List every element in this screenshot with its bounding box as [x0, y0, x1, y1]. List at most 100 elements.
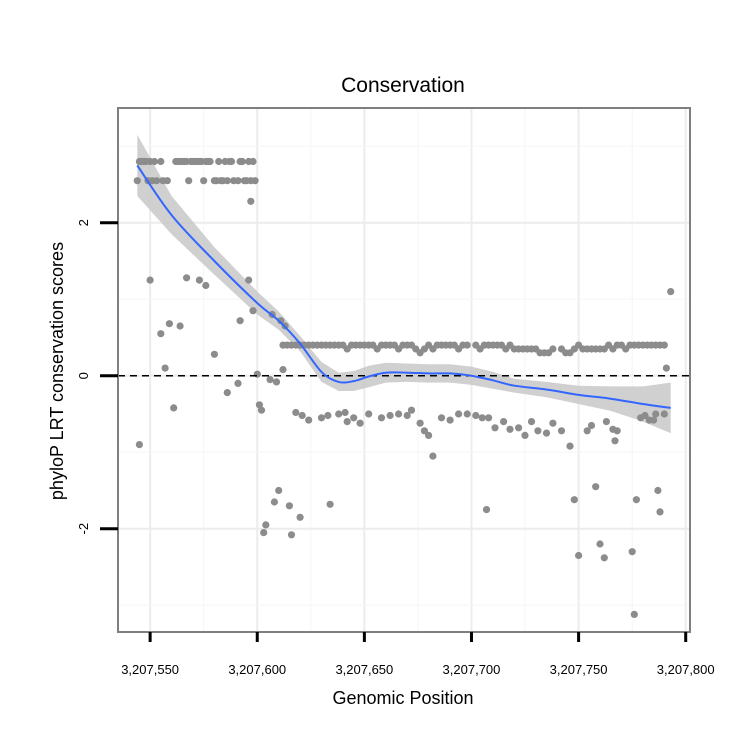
data-point [386, 411, 394, 420]
data-point [215, 157, 223, 166]
data-point [420, 427, 428, 435]
data-point [506, 425, 514, 433]
data-point [407, 406, 416, 414]
data-point [245, 276, 253, 284]
data-point [500, 418, 508, 426]
data-point [146, 276, 154, 284]
data-point [296, 513, 304, 521]
data-point [133, 177, 141, 185]
data-point [223, 389, 231, 397]
panel-border [117, 107, 691, 633]
data-point [542, 429, 551, 437]
plot-panel: 3,207,550 3,207,600 3,207,650 3,207,700 3,20… [76, 107, 715, 677]
x-tick-label: 3,207,750 [550, 662, 608, 677]
data-point [570, 496, 578, 504]
data-point [652, 410, 660, 418]
data-point [202, 281, 210, 290]
data-point [238, 157, 246, 166]
data-point [395, 410, 403, 418]
data-point [667, 288, 675, 296]
data-point [596, 540, 604, 548]
data-point [403, 411, 411, 420]
data-point [223, 177, 231, 185]
data-point [270, 498, 278, 506]
data-point [515, 424, 523, 432]
data-point [425, 431, 433, 439]
data-point [185, 177, 193, 185]
y-tick-label: -2 [76, 523, 91, 535]
data-point [326, 500, 334, 508]
data-point [341, 408, 349, 417]
data-point [660, 341, 668, 349]
data-point [654, 486, 662, 495]
data-point [183, 274, 191, 282]
data-point [365, 410, 373, 418]
data-point [463, 410, 471, 418]
data-point [343, 418, 351, 426]
data-point [227, 157, 236, 166]
data-point [592, 483, 600, 491]
data-point [165, 320, 173, 328]
data-point [437, 414, 446, 422]
data-point [377, 414, 386, 422]
data-point [463, 341, 471, 349]
data-point [455, 410, 463, 418]
data-point [416, 419, 424, 427]
data-point [272, 378, 281, 386]
data-point [628, 548, 636, 556]
x-tick-label: 3,207,600 [228, 662, 286, 677]
data-point [656, 508, 664, 516]
data-point [324, 411, 332, 420]
data-point [279, 366, 287, 374]
data-point [534, 427, 542, 435]
data-point [566, 442, 574, 450]
data-point [527, 418, 536, 426]
x-tick-label: 3,207,650 [335, 662, 393, 677]
data-point [247, 197, 255, 205]
data-point [575, 551, 583, 560]
data-point [200, 177, 208, 185]
data-point [613, 427, 621, 435]
data-point [317, 414, 326, 422]
data-point [521, 431, 529, 439]
data-point [549, 419, 557, 427]
data-point [234, 379, 242, 387]
data-point [292, 408, 300, 417]
data-point [485, 414, 493, 422]
data-point [478, 414, 486, 422]
data-point [249, 157, 257, 166]
data-point [583, 427, 591, 435]
data-point [305, 416, 313, 424]
data-point [262, 521, 270, 529]
data-point [234, 177, 242, 185]
data-point [210, 350, 218, 358]
data-point [482, 506, 491, 514]
data-point [632, 496, 641, 504]
data-point [170, 404, 178, 412]
y-axis-title: phyloP LRT conservation scores [47, 242, 67, 500]
data-point [161, 364, 169, 372]
data-point [287, 531, 296, 539]
y-tick-label: 2 [76, 219, 91, 226]
data-point [157, 157, 165, 166]
data-point [150, 157, 158, 166]
data-point [660, 410, 668, 418]
data-point [298, 411, 306, 420]
data-point [253, 370, 261, 378]
data-point [266, 376, 274, 384]
data-point [611, 437, 619, 445]
data-point [335, 410, 343, 418]
data-point [356, 419, 364, 427]
data-point [163, 177, 171, 185]
data-point [285, 502, 293, 510]
data-point [650, 416, 658, 424]
data-point [206, 157, 214, 166]
data-point [472, 411, 480, 420]
data-point [600, 554, 608, 562]
data-point [236, 317, 244, 325]
x-axis-title: Genomic Position [332, 688, 473, 708]
data-point [157, 330, 165, 338]
data-point [641, 411, 649, 420]
data-point [135, 441, 143, 449]
